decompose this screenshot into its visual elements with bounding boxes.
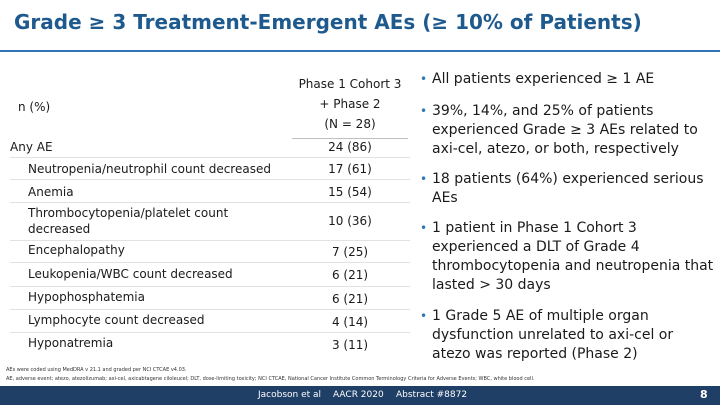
bullet-item: • 39%, 14%, and 25% of patients experien…	[420, 102, 716, 159]
row-label: Lymphocyte count decreased	[28, 313, 205, 327]
bullet-text: 39%, 14%, and 25% of patients experience…	[432, 103, 698, 157]
bullet-item: • 18 patients (64%) experienced serious …	[420, 170, 716, 208]
column-header-line-1: Phase 1 Cohort 3	[298, 77, 402, 91]
row-value: 24 (86)	[328, 140, 372, 154]
bullet-text: 1 patient in Phase 1 Cohort 3 experience…	[432, 220, 714, 293]
row-value: 3 (11)	[331, 338, 369, 352]
row-divider	[10, 240, 410, 241]
bullet-marker: •	[420, 309, 428, 323]
bullet-text: All patients experienced ≥ 1 AE	[432, 71, 655, 87]
page-number: 8	[700, 388, 708, 401]
row-value: 15 (54)	[328, 185, 372, 199]
footer-bar	[0, 386, 720, 405]
row-divider	[10, 309, 410, 310]
row-value: 6 (21)	[331, 292, 369, 306]
row-label: Any AE	[10, 140, 53, 154]
row-divider	[10, 262, 410, 263]
bullet-item: • 1 Grade 5 AE of multiple organ dysfunc…	[420, 307, 716, 364]
bullet-item: • 1 patient in Phase 1 Cohort 3 experien…	[420, 219, 716, 295]
row-divider	[10, 286, 410, 287]
footnote-coding: AEs were coded using MedDRA v 21.1 and g…	[6, 367, 187, 373]
bullet-marker: •	[420, 104, 428, 118]
row-label: Hypophosphatemia	[28, 290, 145, 304]
row-label: Leukopenia/WBC count decreased	[28, 267, 233, 281]
footer-meeting: AACR 2020	[333, 390, 384, 400]
row-value: 6 (21)	[331, 268, 369, 282]
row-label: Anemia	[28, 185, 74, 199]
footer-abstract: Abstract #8872	[396, 390, 468, 400]
row-label: Encephalopathy	[28, 243, 125, 257]
bullet-marker: •	[420, 172, 428, 186]
column-header-rule	[292, 138, 408, 139]
bullet-marker: •	[420, 221, 428, 235]
row-divider	[10, 202, 410, 203]
bullet-marker: •	[420, 72, 428, 86]
bullet-item: • All patients experienced ≥ 1 AE	[420, 70, 716, 89]
bullet-text: 1 Grade 5 AE of multiple organ dysfuncti…	[432, 308, 674, 362]
row-divider	[10, 157, 410, 158]
row-divider	[10, 332, 410, 333]
row-label: Thrombocytopenia/platelet count decrease…	[28, 205, 288, 237]
row-label: Neutropenia/neutrophil count decreased	[28, 162, 271, 176]
row-label: Hyponatremia	[28, 336, 114, 350]
column-header-line-3: (N = 28)	[324, 117, 376, 131]
footnote-abbreviations: AE, adverse event; atezo, atezolizumab; …	[6, 376, 535, 382]
row-header: n (%)	[18, 100, 51, 114]
column-header: Phase 1 Cohort 3 + Phase 2 (N = 28)	[292, 74, 408, 134]
row-divider	[10, 179, 410, 180]
row-label-line-1: Thrombocytopenia/platelet count	[28, 206, 229, 220]
slide-title: Grade ≥ 3 Treatment-Emergent AEs (≥ 10% …	[14, 10, 642, 34]
row-value: 17 (61)	[328, 162, 372, 176]
row-value: 4 (14)	[331, 315, 369, 329]
row-value: 7 (25)	[331, 245, 369, 259]
footer-author: Jacobson et al	[258, 390, 322, 400]
column-header-line-2: + Phase 2	[319, 97, 381, 111]
title-underline	[0, 50, 720, 52]
bullet-text: 18 patients (64%) experienced serious AE…	[432, 171, 704, 206]
row-label-line-2: decreased	[28, 222, 91, 236]
row-value: 10 (36)	[328, 214, 372, 228]
